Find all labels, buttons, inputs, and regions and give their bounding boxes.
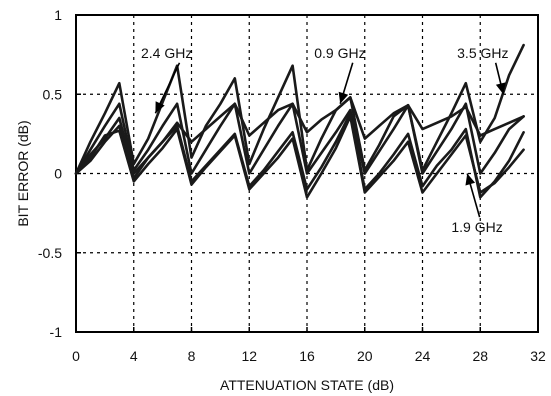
x-tick-label: 8 — [188, 348, 196, 364]
y-tick-label: -1 — [50, 324, 63, 340]
annotation-arrowhead — [465, 173, 476, 186]
y-tick-label: -0.5 — [38, 245, 62, 261]
series-line-5 — [74, 115, 525, 199]
x-tick-label: 16 — [299, 348, 315, 364]
series-line-1 — [74, 43, 525, 175]
y-tick-label: 1 — [54, 7, 62, 23]
y-tick-label: 0.5 — [43, 86, 63, 102]
series-group — [74, 43, 525, 199]
x-tick-label: 0 — [72, 348, 80, 364]
x-tick-label: 4 — [130, 348, 138, 364]
y-tick-label: 0 — [54, 166, 62, 182]
annotation-label: 2.4 GHz — [141, 45, 192, 61]
x-tick-label: 28 — [472, 348, 488, 364]
y-axis-ticks: -1 -0.5 0 0.5 1 — [38, 7, 81, 340]
annotation-arrowhead — [338, 91, 349, 104]
annotation-label: 1.9 GHz — [451, 219, 502, 235]
annotation-arrowhead — [495, 82, 506, 95]
y-axis-label: BIT ERROR (dB) — [15, 120, 31, 226]
x-tick-label: 24 — [415, 348, 431, 364]
x-tick-label: 32 — [530, 348, 546, 364]
annotation-label: 3.5 GHz — [457, 45, 508, 61]
series-line-4 — [74, 112, 525, 199]
annotation-arrowhead — [155, 101, 165, 114]
x-tick-label: 12 — [241, 348, 257, 364]
x-tick-label: 20 — [357, 348, 373, 364]
x-axis-label: ATTENUATION STATE (dB) — [220, 377, 394, 393]
annotations: 2.4 GHz 0.9 GHz 3.5 GHz 1.9 GHz — [141, 45, 509, 235]
annotation-label: 0.9 GHz — [314, 45, 365, 61]
series-line-2 — [74, 102, 525, 175]
x-axis-ticks: 0 4 8 12 16 20 24 28 32 — [72, 327, 546, 364]
